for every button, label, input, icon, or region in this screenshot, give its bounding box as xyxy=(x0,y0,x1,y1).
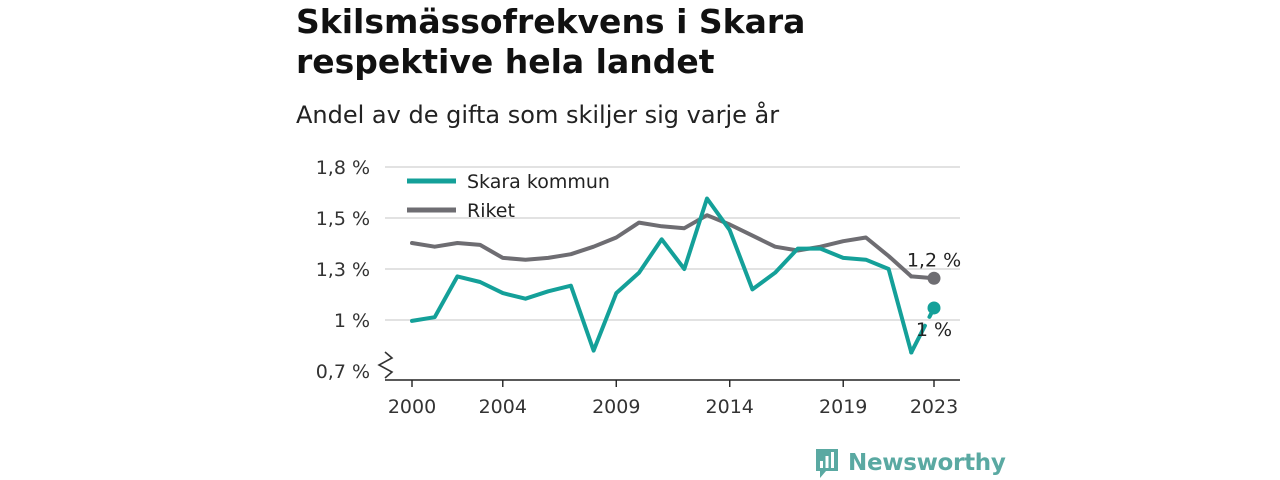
y-tick-label: 1,5 % xyxy=(316,208,370,230)
end-label-riket: 1,2 % xyxy=(907,249,961,271)
y-tick-label: 1,8 % xyxy=(316,157,370,179)
newsworthy-logo-icon xyxy=(816,449,838,478)
chart-title: Skilsmässofrekvens i Skara respektive he… xyxy=(296,2,806,81)
x-tick-label: 2000 xyxy=(388,396,436,418)
legend-label: Skara kommun xyxy=(467,171,610,193)
end-point-riket xyxy=(927,271,941,285)
y-tick-label: 1,3 % xyxy=(316,259,370,281)
series-line-skara xyxy=(410,196,914,355)
brand-logo: Newsworthy xyxy=(814,447,1006,479)
end-point-skara xyxy=(927,301,941,315)
x-tick-label: 2009 xyxy=(592,396,640,418)
x-tick-label: 2019 xyxy=(819,396,867,418)
axis-break-icon xyxy=(377,351,394,379)
x-tick-label: 2023 xyxy=(910,396,958,418)
x-tick-label: 2014 xyxy=(706,396,754,418)
chart-subtitle: Andel av de gifta som skiljer sig varje … xyxy=(296,101,780,129)
series-line-riket xyxy=(410,213,914,279)
end-label-skara: 1 % xyxy=(916,319,952,341)
y-tick-label: 1 % xyxy=(334,310,370,332)
series-last-segment xyxy=(909,323,927,355)
x-tick-label: 2004 xyxy=(479,396,527,418)
y-tick-label: 0,7 % xyxy=(316,361,370,383)
brand-name: Newsworthy xyxy=(848,450,1006,476)
legend-label: Riket xyxy=(467,200,515,222)
